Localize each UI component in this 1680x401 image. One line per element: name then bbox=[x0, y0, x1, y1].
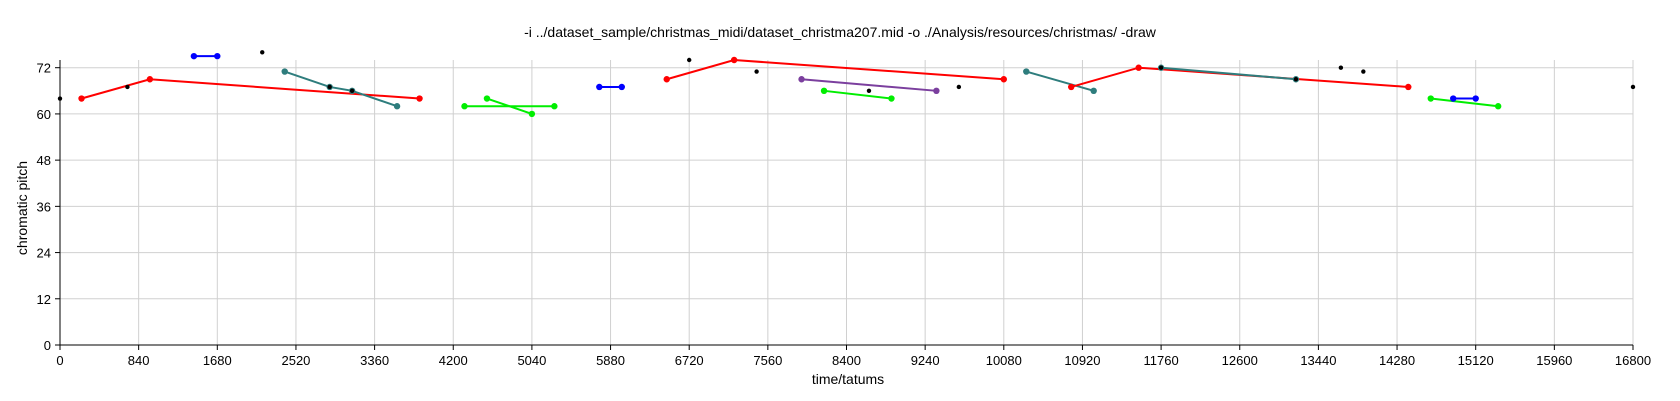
series-point bbox=[1023, 68, 1030, 75]
x-tick-label: 12600 bbox=[1222, 353, 1258, 368]
x-tick-label: 0 bbox=[56, 353, 63, 368]
y-tick-label: 24 bbox=[37, 246, 51, 261]
x-tick-label: 8400 bbox=[832, 353, 861, 368]
x-tick-label: 10920 bbox=[1064, 353, 1100, 368]
y-tick-label: 0 bbox=[44, 338, 51, 353]
series-point bbox=[663, 76, 670, 83]
series-lines bbox=[78, 52, 1502, 118]
x-axis-label: time/tatums bbox=[812, 371, 884, 387]
series-point bbox=[551, 103, 558, 110]
x-tick-label: 11760 bbox=[1144, 353, 1179, 368]
x-tick-label: 3360 bbox=[360, 353, 389, 368]
series-line bbox=[1161, 66, 1297, 81]
x-tick-label: 2520 bbox=[281, 353, 310, 368]
series-point bbox=[1090, 87, 1097, 95]
x-tick-label: 9240 bbox=[911, 353, 940, 368]
series-point bbox=[214, 52, 221, 60]
series-point bbox=[1494, 103, 1502, 110]
y-tick-label: 60 bbox=[37, 107, 51, 122]
note-point bbox=[1361, 69, 1366, 74]
series-line bbox=[801, 78, 937, 92]
series-point bbox=[1427, 95, 1434, 102]
x-tick-label: 1680 bbox=[203, 353, 232, 368]
note-point bbox=[1630, 84, 1636, 90]
x-tick-label: 5880 bbox=[596, 353, 625, 368]
x-tick-label: 10080 bbox=[986, 353, 1022, 368]
series-line bbox=[284, 70, 398, 108]
grid-lines bbox=[59, 60, 1634, 346]
x-tick-label: 7560 bbox=[753, 353, 782, 368]
series-line bbox=[1025, 70, 1094, 92]
series-point bbox=[416, 95, 423, 102]
x-tick-label: 13440 bbox=[1300, 353, 1336, 368]
series-point bbox=[798, 76, 805, 83]
x-tick-label: 5040 bbox=[517, 353, 546, 368]
note-point bbox=[57, 96, 63, 101]
chart-title: -i ../dataset_sample/christmas_midi/data… bbox=[524, 24, 1157, 40]
x-tick-label: 4200 bbox=[439, 353, 468, 368]
series-point bbox=[1000, 76, 1007, 83]
series-point bbox=[528, 110, 536, 118]
series-point bbox=[933, 87, 940, 95]
series-point bbox=[281, 68, 288, 75]
note-point bbox=[327, 84, 332, 90]
note-point bbox=[125, 84, 130, 90]
series-point bbox=[596, 83, 603, 91]
y-tick-label: 36 bbox=[37, 199, 51, 214]
note-point bbox=[687, 57, 692, 63]
series-point bbox=[1068, 83, 1075, 91]
note-point bbox=[754, 69, 759, 74]
x-tick-label: 16800 bbox=[1615, 353, 1651, 368]
series-point bbox=[461, 103, 468, 110]
x-tick-label: 15960 bbox=[1536, 353, 1572, 368]
note-point bbox=[260, 50, 265, 55]
series-line bbox=[1430, 97, 1499, 108]
y-tick-labels: 0 12 24 36 48 60 72 bbox=[37, 61, 51, 353]
axes bbox=[55, 60, 1634, 350]
series-point bbox=[1472, 95, 1479, 102]
series-point bbox=[888, 95, 895, 102]
series-point bbox=[1405, 83, 1412, 91]
note-point bbox=[866, 88, 872, 94]
series-point bbox=[618, 83, 625, 91]
x-tick-label: 15120 bbox=[1458, 353, 1494, 368]
y-tick-label: 72 bbox=[37, 61, 51, 76]
x-tick-label: 14280 bbox=[1379, 353, 1415, 368]
series-point bbox=[78, 95, 85, 102]
series-point bbox=[1135, 64, 1142, 71]
y-axis-label: chromatic pitch bbox=[14, 161, 30, 255]
note-point bbox=[1158, 65, 1164, 70]
series-point bbox=[483, 95, 491, 102]
series-point bbox=[820, 87, 828, 95]
series-line bbox=[486, 97, 533, 115]
note-point bbox=[349, 88, 355, 94]
note-point bbox=[956, 84, 962, 90]
x-tick-label: 6720 bbox=[675, 353, 704, 368]
x-tick-label: 840 bbox=[128, 353, 150, 368]
series-point bbox=[393, 103, 401, 110]
series-line bbox=[666, 58, 1004, 81]
series-line bbox=[823, 89, 892, 100]
series-point bbox=[730, 56, 738, 64]
series-point bbox=[190, 52, 198, 60]
y-tick-label: 48 bbox=[37, 153, 51, 168]
note-point bbox=[1293, 77, 1299, 82]
note-point bbox=[1338, 65, 1344, 70]
x-tick-labels: 0 840 1680 2520 3360 4200 5040 5880 6720 7560 8400… bbox=[56, 353, 1651, 368]
y-tick-label: 12 bbox=[37, 292, 51, 307]
isolated-notes bbox=[57, 50, 1636, 101]
series-point bbox=[146, 76, 154, 83]
series-point bbox=[1450, 95, 1457, 102]
